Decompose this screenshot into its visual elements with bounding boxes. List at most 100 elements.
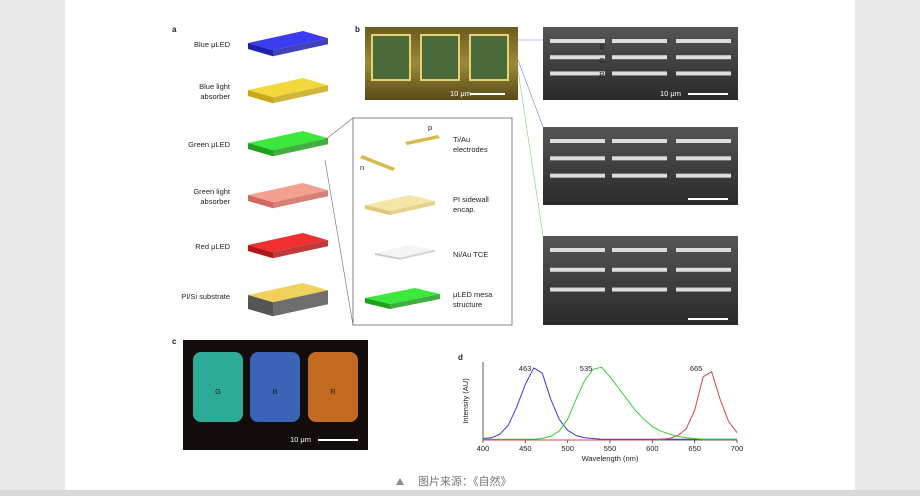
sem-layer [676,139,731,143]
scale-label: 10 μm [290,435,311,444]
photo-label: R [330,387,336,396]
pixel [469,34,509,81]
illustrations [183,27,738,450]
layer-side [248,43,273,57]
sem-layer [612,287,667,292]
photo-label: B [272,387,277,396]
layer-front [273,38,328,57]
sem-layer [612,156,667,161]
inset-item-label: PI sidewall [453,195,489,204]
inset-label: n [360,163,364,172]
inset-item-label: electrodes [453,145,488,154]
zoom-line [324,117,354,141]
spectrum-line [483,366,737,440]
layer-front [400,249,435,260]
y-axis-label: Intensity (AU) [461,378,470,424]
inset-item-label: structure [453,300,482,309]
layer-label: absorber [200,92,230,101]
sem-layer [550,173,605,178]
sem-layer [550,287,605,292]
electrode [360,155,395,171]
sem-layer [550,39,605,43]
layer-front [390,294,440,309]
x-tick-label: 450 [519,444,532,453]
sem-layer-label: R [599,70,605,79]
inset-frame [352,117,513,326]
panel-label: d [458,353,463,362]
layer-label: Green μLED [188,140,230,149]
layer-top [248,131,328,151]
inset-label: p [428,123,432,132]
layer-side [365,298,390,309]
peak-label: 665 [690,364,703,373]
emission [193,352,243,422]
peak-label: 535 [580,364,593,373]
sem-image [543,27,738,100]
layer-top [248,283,328,303]
sem-layer [676,173,731,178]
x-axis-label: Wavelength (nm) [582,454,639,463]
layer-side [248,143,273,157]
sem-layer-label: G [599,56,605,65]
layer-label: absorber [200,197,230,206]
panel-label: a [172,25,177,34]
sem-layer [676,248,731,252]
layer-label: Red μLED [195,242,230,251]
sem-layer [612,71,667,76]
emission [250,352,300,422]
layer-label: Blue μLED [194,40,231,49]
bottom-bar [0,490,920,496]
layer-front [273,85,328,104]
inset-item-label: encap. [453,205,476,214]
sem-layer [676,156,731,161]
zoom-line [324,159,354,326]
spectrum-line [483,370,738,441]
sem-layer [676,71,731,76]
inset-item-label: Ni/Au TCE [453,250,488,259]
x-tick-label: 400 [477,444,490,453]
link [517,59,544,128]
sem-layer [676,267,731,272]
sem-layer [676,55,731,60]
x-tick-label: 500 [561,444,574,453]
layer-front [273,240,328,259]
pixel [420,34,460,81]
layer-label: Green light [193,187,231,196]
layer-top [248,78,328,98]
sem-image [543,127,738,205]
caption-icon [396,478,404,485]
layer-side [248,90,273,104]
sem-layer-label: B [599,42,604,51]
layer-front [390,201,435,215]
inset-item-label: Ti/Au [453,135,470,144]
x-tick-label: 550 [604,444,617,453]
sem-layer [612,173,667,178]
layer-top [365,195,435,211]
caption: 图片来源：《自然》 [418,474,512,488]
sem-layer [612,267,667,272]
sem-layer [550,139,605,143]
x-tick-label: 650 [688,444,701,453]
sem-layer [612,139,667,143]
layer-top [248,31,328,51]
layer-side [375,253,400,260]
photo-label: G [215,387,221,396]
layer-label: PI/Si substrate [181,292,230,301]
layer-label: Blue light [199,82,231,91]
sem-layer [676,39,731,43]
pixel [371,34,411,81]
panel-label: c [172,337,177,346]
scale-label: 10 μm [660,89,681,98]
layer-front [273,190,328,209]
layer-top [375,245,435,258]
sem-layer [612,55,667,60]
sem-layer [550,156,605,161]
layer-front [273,138,328,157]
inset-item-label: μLED mesa [453,290,493,299]
layer-side [248,245,273,259]
link [517,69,544,237]
layer-top [365,288,440,304]
emission [308,352,358,422]
